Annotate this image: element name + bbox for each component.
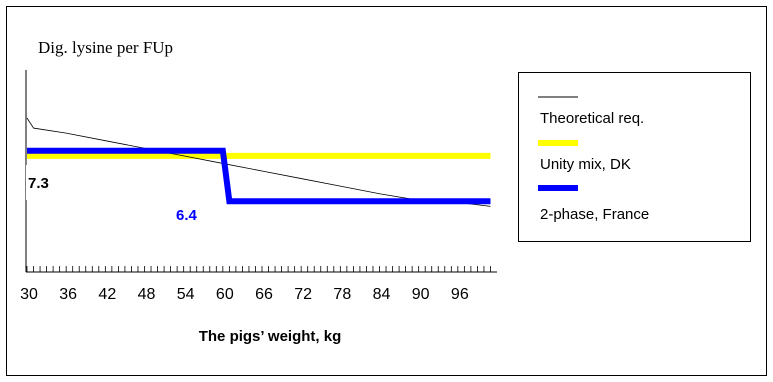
annotation-6-4: 6.4 — [176, 207, 198, 224]
annotation-7-3: 7.3 — [28, 175, 49, 192]
x-tick-label: 84 — [373, 286, 391, 303]
series-layer — [26, 117, 491, 207]
legend-box — [518, 72, 751, 242]
series-2-phase-france — [27, 147, 491, 205]
legend-label-unity: Unity mix, DK — [540, 156, 631, 173]
annotation-6-4-box — [168, 200, 216, 234]
x-tick-label: 30 — [20, 286, 38, 303]
x-tick-label: 60 — [216, 286, 234, 303]
legend-label-2phase: 2-phase, France — [540, 206, 649, 223]
x-tick-label: 42 — [98, 286, 116, 303]
x-tick-label: 72 — [294, 286, 312, 303]
legend: Theoretical req. Unity mix, DK 2-phase, … — [518, 72, 751, 242]
x-tick-label: 54 — [177, 286, 195, 303]
x-tick-label: 66 — [255, 286, 273, 303]
x-tick-label: 78 — [333, 286, 351, 303]
x-tick-label: 96 — [451, 286, 469, 303]
legend-label-theoretical: Theoretical req. — [540, 110, 644, 127]
annotation-7-3-box — [26, 165, 68, 200]
x-tick-label: 48 — [138, 286, 156, 303]
plot-area: 30 36 42 48 54 60 66 72 78 84 90 96 — [20, 70, 497, 303]
chart-title: Dig. lysine per FUp — [38, 38, 173, 57]
x-tick-labels: 30 36 42 48 54 60 66 72 78 84 90 96 — [20, 286, 469, 303]
x-minor-ticks — [26, 266, 491, 272]
x-tick-label: 90 — [412, 286, 430, 303]
x-axis-title: The pigs’ weight, kg — [199, 328, 342, 345]
x-tick-label: 36 — [59, 286, 77, 303]
